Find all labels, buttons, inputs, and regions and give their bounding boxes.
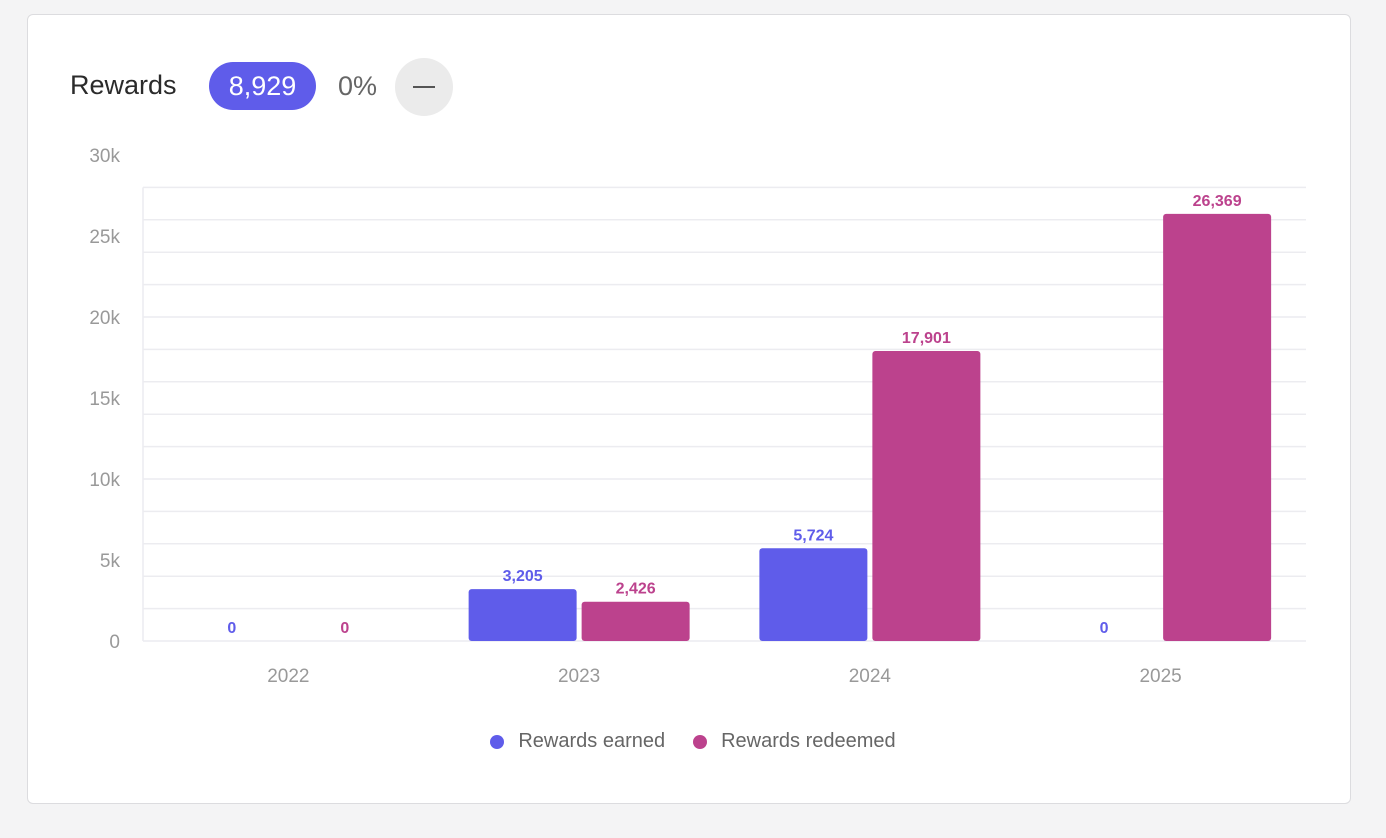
y-tick-label: 20k (89, 308, 120, 329)
card-title: Rewards (70, 70, 177, 100)
data-label: 0 (1100, 620, 1109, 637)
y-tick-label: 10k (89, 470, 120, 491)
y-tick-label: 5k (100, 551, 121, 572)
bar-redeemed (872, 351, 981, 641)
data-label: 0 (340, 620, 349, 637)
bar-earned (759, 548, 868, 641)
legend-dot-redeemed (693, 734, 708, 749)
rewards-card (27, 14, 1351, 804)
y-tick-label: 0 (109, 632, 120, 653)
x-tick-label: 2024 (849, 666, 892, 687)
bar-redeemed (581, 601, 690, 641)
legend: Rewards earned Rewards redeemed (0, 730, 1386, 753)
dash-icon (395, 58, 453, 116)
data-label: 2,426 (616, 581, 656, 598)
legend-item-earned[interactable]: Rewards earned (490, 730, 665, 753)
y-tick-label: 15k (89, 389, 120, 410)
x-tick-label: 2022 (267, 666, 309, 687)
data-label: 17,901 (902, 330, 951, 347)
data-label: 0 (227, 620, 236, 637)
legend-label: Rewards earned (518, 730, 666, 752)
data-label: 5,724 (793, 527, 833, 544)
legend-dot-earned (490, 734, 505, 749)
x-tick-label: 2025 (1139, 666, 1181, 687)
data-label: 3,205 (503, 568, 543, 585)
change-percent: 0% (338, 71, 378, 101)
bar-earned (468, 589, 577, 641)
bar-redeemed (1163, 213, 1272, 641)
y-tick-label: 30k (89, 146, 120, 167)
y-tick-label: 25k (89, 227, 120, 248)
legend-label: Rewards redeemed (721, 730, 896, 752)
legend-item-redeemed[interactable]: Rewards redeemed (693, 730, 896, 753)
total-badge: 8,929 (209, 62, 316, 110)
x-tick-label: 2023 (558, 666, 600, 687)
data-label: 26,369 (1193, 193, 1242, 210)
